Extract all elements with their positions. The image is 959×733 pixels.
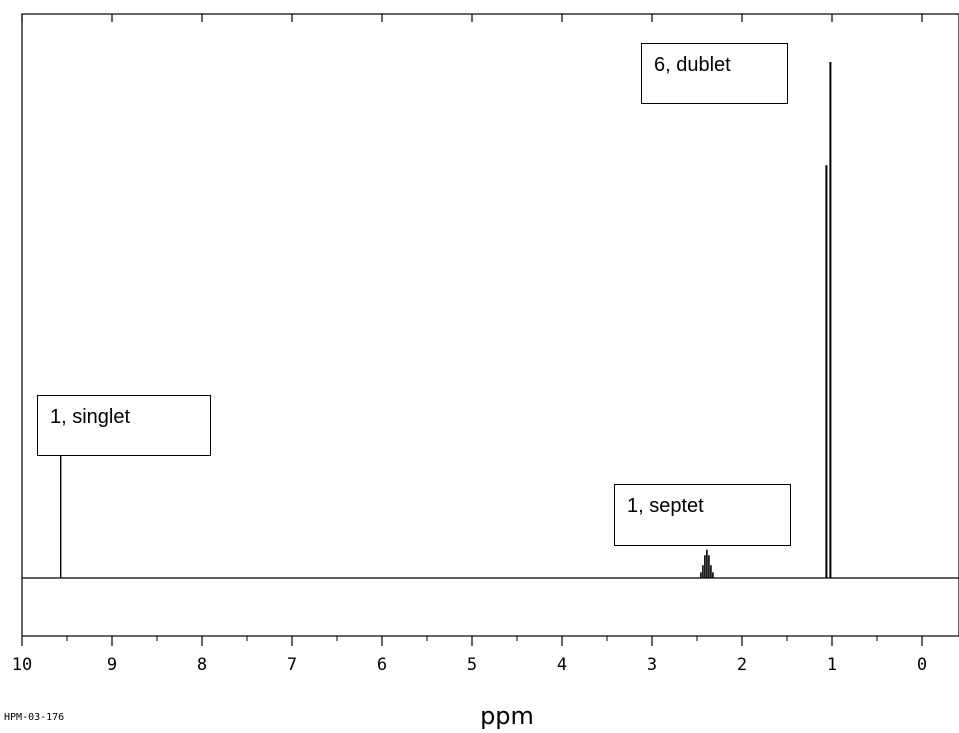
x-tick-label: 3 <box>647 655 657 675</box>
sample-id-label: HPM-03-176 <box>4 712 64 723</box>
plot-frame <box>21 13 959 637</box>
x-axis-tick-labels: 10 9 8 7 6 5 4 3 2 1 0 <box>12 655 927 675</box>
x-tick-label: 7 <box>287 655 297 675</box>
x-tick-label: 9 <box>107 655 117 675</box>
annotation-singlet: 1, singlet <box>37 395 211 456</box>
x-axis-label: ppm <box>480 702 534 730</box>
x-tick-label: 6 <box>377 655 387 675</box>
x-tick-label: 0 <box>917 655 927 675</box>
annotation-doublet: 6, dublet <box>641 43 788 104</box>
x-tick-label: 10 <box>12 655 32 675</box>
x-tick-label: 8 <box>197 655 207 675</box>
spectrum-peaks <box>60 62 832 578</box>
x-tick-label: 4 <box>557 655 567 675</box>
x-tick-label: 1 <box>827 655 837 675</box>
x-tick-label: 2 <box>737 655 747 675</box>
x-tick-label: 5 <box>467 655 477 675</box>
x-axis-ticks <box>21 14 923 646</box>
annotation-septet: 1, septet <box>614 484 791 546</box>
